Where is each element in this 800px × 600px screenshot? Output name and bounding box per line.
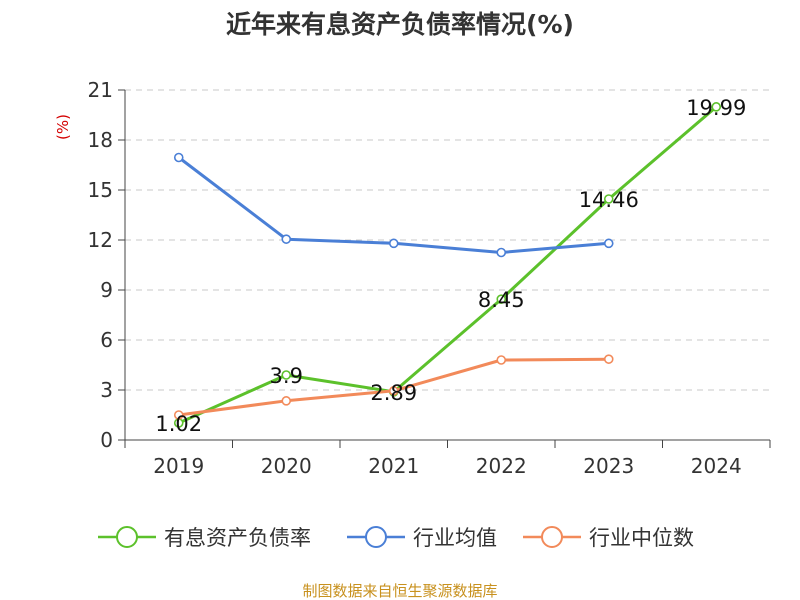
data-point xyxy=(711,102,722,112)
data-point xyxy=(388,238,399,249)
y-tick-label: 12 xyxy=(88,228,113,252)
chart-title: 近年来有息资产负债率情况(%) xyxy=(226,10,574,39)
data-point xyxy=(173,152,184,163)
legend-label: 行业中位数 xyxy=(589,526,694,550)
axes: 0 3 6 9 12 15 18 21 2019 2020 2021 2022 2023 2024 xyxy=(88,78,771,478)
data-point xyxy=(603,238,614,249)
series-line-1 xyxy=(177,156,611,254)
legend-marker xyxy=(541,526,563,548)
data-labels: 1.02 3.9 2.89 8.45 14.46 19.99 xyxy=(155,96,746,436)
y-axis-unit-label: (%) xyxy=(54,114,72,140)
source-note: 制图数据来自恒生聚源数据库 xyxy=(302,582,497,600)
y-tick-label: 9 xyxy=(100,278,113,302)
data-point xyxy=(496,247,507,258)
x-tick-label: 2020 xyxy=(261,454,312,478)
legend-marker xyxy=(365,526,387,548)
data-point xyxy=(281,370,292,380)
data-point xyxy=(496,355,507,365)
legend-marker xyxy=(116,526,138,548)
legend-label: 有息资产负债率 xyxy=(164,526,311,550)
x-tick-label: 2024 xyxy=(691,454,742,478)
data-point xyxy=(603,194,614,204)
y-tick-label: 3 xyxy=(100,378,113,402)
data-label: 14.46 xyxy=(579,188,639,212)
data-point xyxy=(281,396,292,406)
y-tick-label: 18 xyxy=(88,128,113,152)
series-lines xyxy=(173,102,722,428)
y-tick-label: 0 xyxy=(100,428,113,452)
series-line-0 xyxy=(177,105,718,425)
legend-label: 行业均值 xyxy=(413,526,497,550)
data-label: 19.99 xyxy=(686,96,746,120)
data-point xyxy=(388,386,399,396)
y-tick-label: 6 xyxy=(100,328,113,352)
x-tick-label: 2023 xyxy=(583,454,634,478)
x-tick-label: 2019 xyxy=(153,454,204,478)
data-point xyxy=(603,354,614,364)
data-label: 8.45 xyxy=(478,288,525,312)
data-point xyxy=(173,410,184,420)
data-label: 1.02 xyxy=(155,412,202,436)
data-point xyxy=(281,234,292,244)
data-point xyxy=(496,294,507,304)
grid-lines xyxy=(125,89,770,391)
x-tick-label: 2021 xyxy=(368,454,419,478)
data-label: 2.89 xyxy=(370,381,417,405)
legend: 有息资产负债率 行业均值 行业中位数 xyxy=(98,526,694,550)
data-label: 3.9 xyxy=(270,364,303,388)
x-tick-label: 2022 xyxy=(476,454,527,478)
y-tick-label: 21 xyxy=(88,78,113,102)
y-tick-label: 15 xyxy=(88,178,113,202)
